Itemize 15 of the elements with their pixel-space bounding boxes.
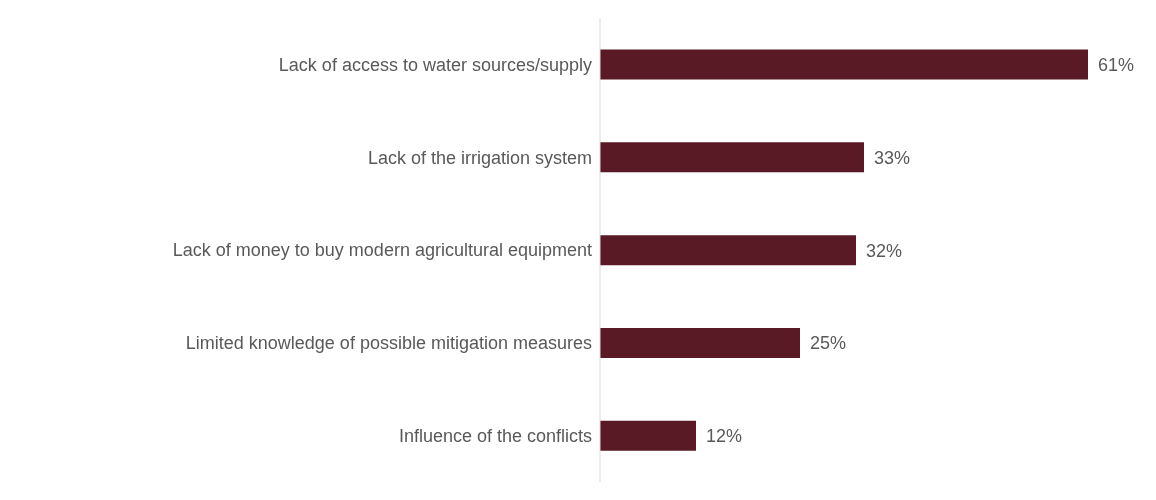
y-tick-label: Lack of money to buy modern agricultural equipment [172,240,592,261]
bar [600,420,696,451]
data-label: 33% [874,147,911,168]
bar [600,327,800,358]
data-label: 25% [810,333,847,354]
y-tick-label: Lack of access to water sources/supply [278,54,592,75]
bar [600,142,864,173]
bar [600,235,856,266]
bar [600,49,1088,80]
y-tick-label: Limited knowledge of possible mitigation measures [185,333,592,354]
data-label: 61% [1098,54,1135,75]
y-tick-label: Influence of the conflicts [398,425,592,446]
data-label: 32% [866,240,903,261]
y-tick-label: Lack of the irrigation system [367,147,592,168]
data-label: 12% [706,426,743,447]
